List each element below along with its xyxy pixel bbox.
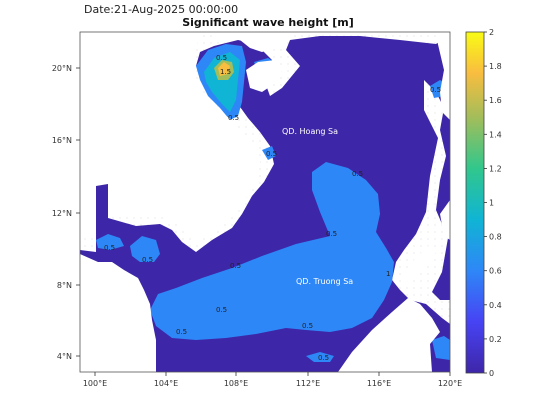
sea-mid-region-gulf: [130, 236, 160, 262]
sea-mid-region-borneo: [432, 336, 450, 360]
colorbar-tick-label: 1.2: [489, 164, 502, 173]
contour-label: 0.5: [230, 262, 241, 270]
contour-label: 0.5: [142, 256, 153, 264]
land-hainan: [246, 60, 282, 92]
contour-label: 0.5: [318, 354, 329, 362]
land-borneo: [338, 298, 440, 372]
lat-tick-label: 16°N: [52, 136, 72, 145]
land-luzon: [436, 32, 450, 120]
contour-label: 0.5: [216, 54, 227, 62]
contour-label: 0.5: [352, 170, 363, 178]
contour-label: 0.5: [430, 86, 441, 94]
colorbar-tick-label: 0.4: [489, 301, 502, 310]
colorbar-tick-label: 1.8: [489, 62, 502, 71]
colorbar-tick-label: 1.4: [489, 130, 502, 139]
colorbar: [465, 31, 485, 374]
lon-tick-label: 100°E: [83, 379, 107, 388]
lat-tick-label: 4°N: [57, 352, 72, 361]
place-label-hoang-sa: QD. Hoang Sa: [282, 127, 338, 136]
colorbar-tick-label: 1: [489, 199, 494, 208]
colorbar-tick-label: 0.8: [489, 233, 502, 242]
colorbar-ticks: 0 0.2 0.4 0.6 0.8 1 1.2 1.4 1.6 1.8 2: [484, 28, 502, 378]
lon-tick-label: 108°E: [224, 379, 248, 388]
colorbar-tick-label: 0.6: [489, 267, 502, 276]
map-frame: [79, 31, 451, 373]
colorbar-tick-label: 1.6: [489, 96, 502, 105]
colorbar-tick-label: 2: [489, 28, 494, 37]
contour-label: 0.5: [104, 244, 115, 252]
map-title: Significant wave height [m]: [182, 16, 354, 29]
contour-label: 0.5: [176, 328, 187, 336]
lat-tick-label: 20°N: [52, 64, 72, 73]
contour-label: 0.5: [216, 306, 227, 314]
sea-mid-region-coast: [262, 146, 276, 160]
date-label: Date:21-Aug-2025 00:00:00: [84, 3, 239, 16]
land-mainland: [80, 32, 260, 240]
colorbar-tick-label: 0.2: [489, 335, 502, 344]
contour-label: 1.5: [220, 68, 231, 76]
sea-mid-region-south-small: [306, 352, 334, 362]
axis-ticks: [76, 67, 451, 376]
contour-label: 0.5: [228, 114, 239, 122]
lon-tick-label: 120°E: [438, 379, 462, 388]
lat-tick-label: 12°N: [52, 209, 72, 218]
sea-mid-region-west: [96, 234, 124, 250]
lat-tick-label: 8°N: [57, 281, 72, 290]
land-south-china: [200, 32, 290, 52]
contour-label: 1: [386, 270, 390, 278]
contour-label: 0.5: [266, 150, 277, 158]
contour-label: 0.5: [302, 322, 313, 330]
land-palawan: [400, 246, 436, 284]
contour-label: 0.5: [326, 230, 337, 238]
lon-tick-label: 104°E: [154, 379, 178, 388]
colorbar-tick-label: 0: [489, 369, 494, 378]
land-mindoro: [440, 200, 450, 240]
sea-tonkin-max: [218, 62, 230, 76]
land-malay: [80, 254, 156, 372]
sea-mid-region-south: [150, 162, 394, 340]
place-label-truong-sa: QD. Truong Sa: [296, 277, 353, 286]
lon-tick-label: 112°E: [296, 379, 320, 388]
lon-tick-label: 116°E: [367, 379, 391, 388]
